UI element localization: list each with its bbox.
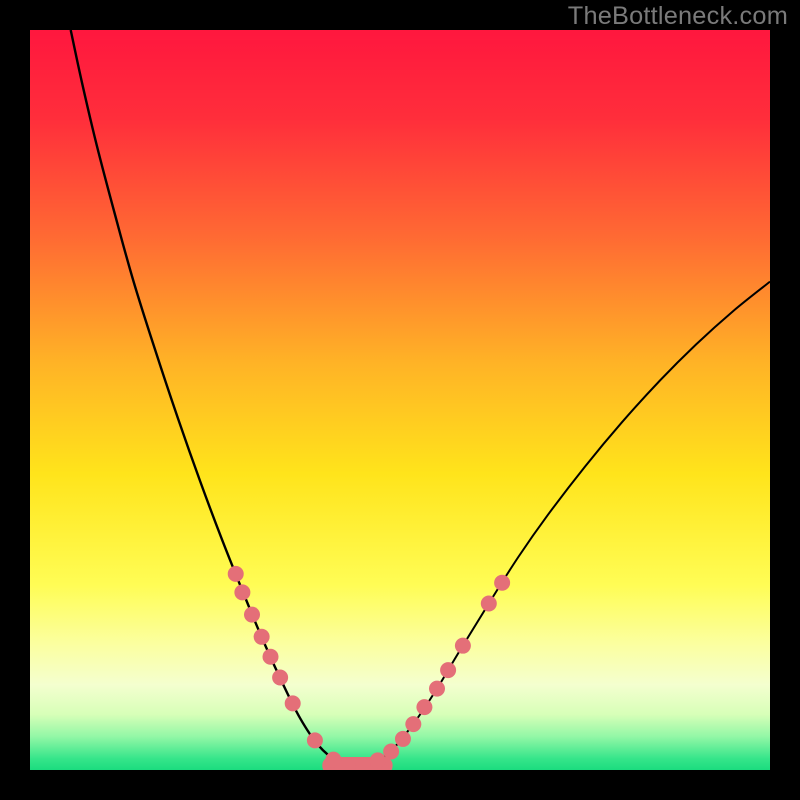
- marker-point: [440, 662, 456, 678]
- marker-point: [254, 629, 270, 645]
- marker-point: [244, 607, 260, 623]
- gradient-background: [30, 30, 770, 770]
- marker-point: [481, 596, 497, 612]
- marker-point: [285, 695, 301, 711]
- marker-point: [234, 584, 250, 600]
- canvas-root: TheBottleneck.com: [0, 0, 800, 800]
- watermark-text: TheBottleneck.com: [568, 2, 788, 31]
- marker-point: [307, 732, 323, 748]
- marker-point: [405, 716, 421, 732]
- marker-point: [383, 744, 399, 760]
- marker-point: [228, 566, 244, 582]
- marker-point: [416, 699, 432, 715]
- marker-point: [494, 575, 510, 591]
- bottleneck-curve-chart: [30, 30, 770, 770]
- marker-point: [263, 649, 279, 665]
- marker-point: [370, 752, 386, 768]
- marker-point: [272, 670, 288, 686]
- marker-point: [429, 681, 445, 697]
- plot-area: [30, 30, 770, 770]
- marker-point: [325, 752, 341, 768]
- marker-point: [455, 638, 471, 654]
- marker-point: [395, 731, 411, 747]
